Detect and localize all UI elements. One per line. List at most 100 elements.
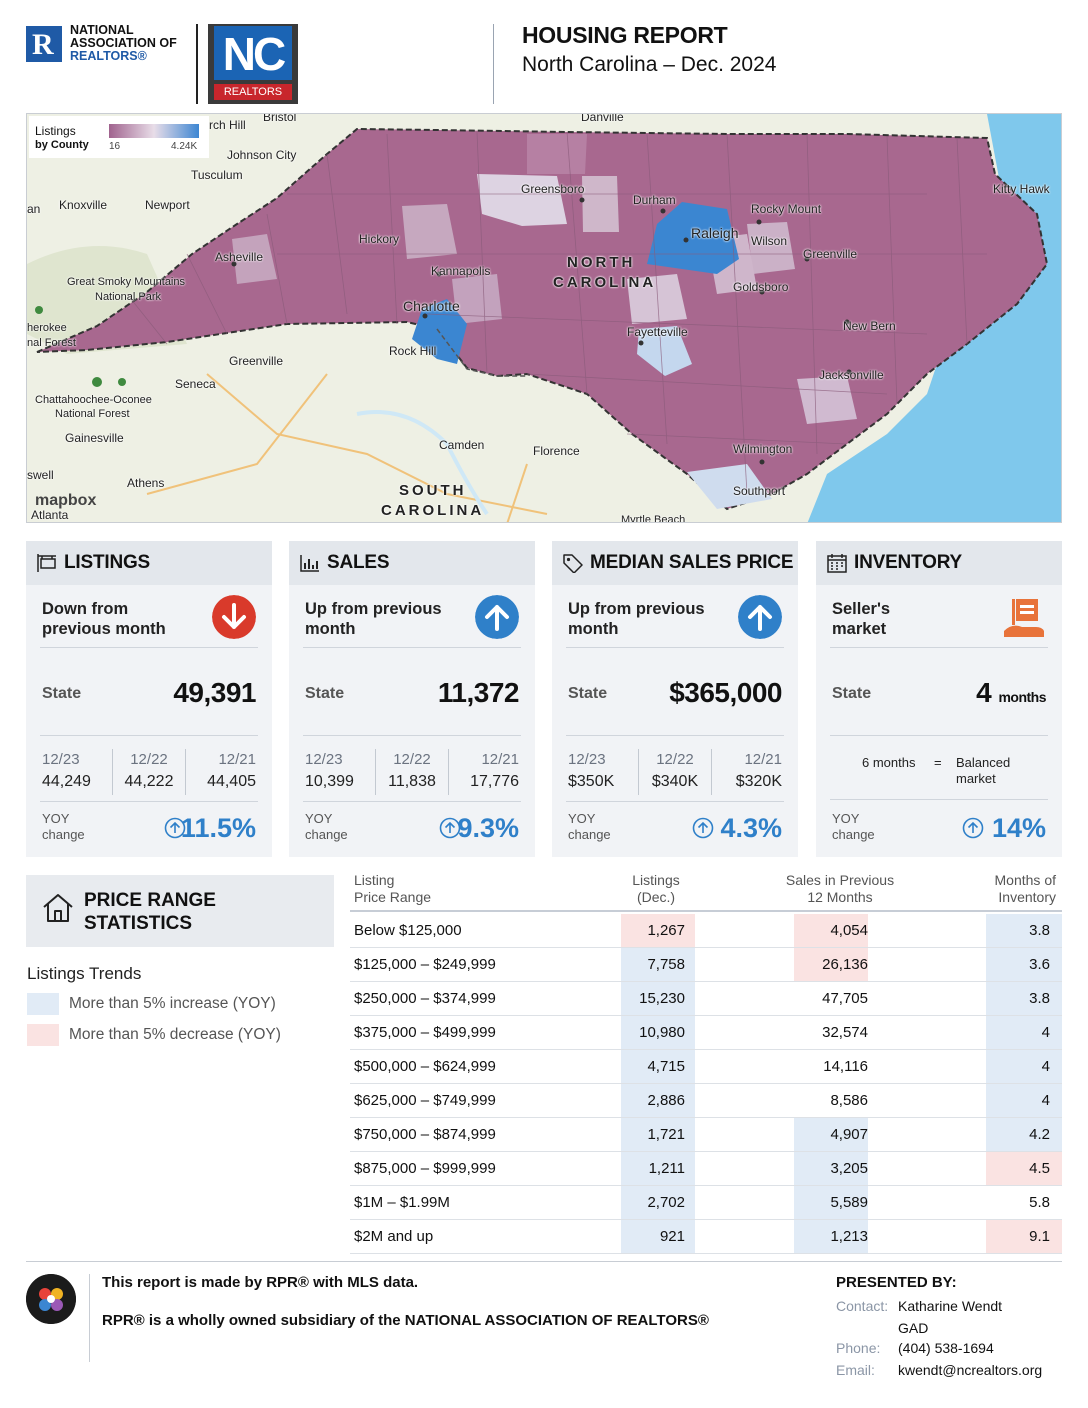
- price-range-cell: $625,000 – $749,999: [354, 1092, 496, 1109]
- phone-value[interactable]: (404) 538-1694: [898, 1340, 994, 1356]
- yoy-value: 4.3%: [720, 813, 782, 843]
- map-label-park: Great Smoky Mountains: [67, 276, 185, 288]
- col-header: Listings: [632, 872, 680, 888]
- yoy-value: 14%: [991, 813, 1046, 843]
- table-row: $2M and up 921 1,213 9.1: [350, 1220, 1062, 1254]
- price-tag-icon: [563, 554, 583, 573]
- table-row: $750,000 – $874,999 1,721 4,907 4.2: [350, 1118, 1062, 1152]
- history-year: 12/22: [656, 751, 694, 768]
- history-value: 44,222: [124, 773, 174, 790]
- balanced-eq: =: [934, 755, 942, 770]
- state-value: 49,391: [173, 677, 256, 708]
- col-header: Months of: [994, 872, 1056, 888]
- email-link[interactable]: kwendt@ncrealtors.org: [898, 1362, 1043, 1378]
- contact-label: Contact:: [836, 1298, 889, 1314]
- sales-cell: 47,705: [822, 990, 868, 1007]
- nar-logo: R NATIONAL ASSOCIATION OF REALTORS®: [26, 24, 186, 68]
- col-header: Listing: [354, 872, 395, 888]
- map-label-city: Greensboro: [521, 182, 585, 196]
- map-label-city: Seneca: [175, 377, 216, 391]
- nc-logo-sub: REALTORS: [214, 84, 292, 100]
- median-price-card: MEDIAN SALES PRICE Up from previous mont…: [552, 541, 798, 857]
- sales-cell: 4,907: [794, 1118, 868, 1151]
- sales-cell: 14,116: [823, 1058, 868, 1075]
- map-label-park: herokee: [27, 322, 67, 334]
- map-label-park: Chattahoochee-Oconee: [35, 394, 152, 406]
- history-row: 12/23 44,249 12/22 44,222 12/21 44,405: [40, 749, 258, 795]
- table-row: $125,000 – $249,999 7,758 26,136 3.6: [350, 948, 1062, 982]
- map-label-city: Raleigh: [691, 225, 739, 241]
- price-range-cell: $250,000 – $374,999: [354, 990, 496, 1007]
- sales-cell: 1,213: [794, 1220, 868, 1253]
- map-label-city: Kitty Hawk: [993, 182, 1050, 196]
- sales-cell: 26,136: [794, 948, 868, 981]
- listings-cell: 1,211: [621, 1152, 695, 1185]
- yoy-value: 11.5%: [180, 813, 256, 843]
- trend-text: Up from previous month: [568, 600, 705, 638]
- map-label-city: Southport: [733, 484, 786, 498]
- nar-r-icon: R: [26, 26, 62, 62]
- report-header: R NATIONAL ASSOCIATION OF REALTORS® NC R…: [26, 20, 1062, 104]
- col-header: Price Range: [354, 889, 432, 905]
- months-inventory-cell: 9.1: [986, 1220, 1062, 1253]
- phone-label: Phone:: [836, 1340, 881, 1356]
- history-value: 44,405: [207, 773, 256, 790]
- history-year: 12/23: [568, 751, 606, 768]
- legend-label: More than 5% decrease (YOY): [69, 1026, 281, 1043]
- col-header: (Dec.): [636, 889, 676, 905]
- listings-card: LISTINGS Down from previous month State …: [26, 541, 272, 857]
- history-row: 12/23 $350K 12/22 $340K 12/21 $320K: [566, 749, 784, 795]
- map-label-city: New Bern: [843, 319, 896, 333]
- price-range-cell: $2M and up: [354, 1228, 434, 1245]
- map-label-city: Charlotte: [403, 298, 460, 314]
- map-label-city: Goldsboro: [733, 280, 789, 294]
- map-label-state: CAROLINA: [553, 274, 657, 291]
- balanced-right: Balanced market: [956, 755, 1011, 786]
- map-label-city: Atlanta: [31, 508, 69, 522]
- yoy-label: YOY change: [832, 811, 875, 842]
- history-value: 44,249: [42, 773, 91, 790]
- map-legend: Listings by County 16 4.24K: [29, 116, 209, 158]
- history-row: 12/23 10,399 12/22 11,838 12/21 17,776: [303, 749, 521, 795]
- map-label-city: Jacksonville: [819, 368, 884, 382]
- table-row: $500,000 – $624,999 4,715 14,116 4: [350, 1050, 1062, 1084]
- months-inventory-cell: 3.8: [986, 914, 1062, 947]
- map-label-city: Gainesville: [65, 431, 124, 445]
- state-label: State: [568, 685, 608, 702]
- arrow-up-circle-icon: [692, 817, 714, 839]
- listings-cell: 921: [621, 1220, 695, 1253]
- arrow-up-circle-icon: [439, 817, 461, 839]
- listings-cell: 15,230: [621, 982, 695, 1015]
- listings-trends-title: Listings Trends: [27, 964, 142, 983]
- nar-logo-line1: NATIONAL: [70, 23, 134, 37]
- price-range-cell: $875,000 – $999,999: [354, 1160, 496, 1177]
- months-inventory-cell: 4: [986, 1084, 1062, 1117]
- price-range-cell: $1M – $1.99M: [354, 1194, 450, 1211]
- map-label-city: rch Hill: [209, 118, 246, 132]
- county-listings-map[interactable]: Listings by County 16 4.24K NORTH CAROLI…: [26, 113, 1062, 523]
- history-value: 10,399: [305, 773, 354, 790]
- price-range-cell: Below $125,000: [354, 922, 462, 939]
- sales-card: SALES Up from previous month State 11,37…: [289, 541, 535, 857]
- legend-title: Listings: [35, 124, 76, 138]
- map-label-city: Greenville: [229, 354, 284, 368]
- arrow-down-icon: [212, 595, 256, 639]
- map-label-city: Johnson City: [227, 148, 297, 162]
- arrow-up-icon: [738, 595, 782, 639]
- state-unit: months: [998, 689, 1046, 705]
- state-label: State: [305, 685, 345, 702]
- table-row: Below $125,000 1,267 4,054 3.8: [350, 914, 1062, 948]
- yoy-label: YOY change: [42, 811, 85, 842]
- nar-logo-line3: REALTORS®: [70, 49, 147, 63]
- history-year: 12/21: [481, 751, 519, 768]
- map-label-city: Rock Hill: [389, 344, 437, 358]
- sales-cell: 4,054: [794, 914, 868, 947]
- mapbox-attribution[interactable]: mapbox: [35, 492, 97, 509]
- state-label: State: [832, 685, 872, 702]
- col-header: 12 Months: [807, 889, 873, 905]
- card-title: LISTINGS: [64, 552, 151, 573]
- yoy-label: YOY change: [305, 811, 348, 842]
- arrow-up-circle-icon: [164, 817, 186, 839]
- listings-cell: 2,886: [621, 1084, 695, 1117]
- header-divider: [196, 24, 198, 104]
